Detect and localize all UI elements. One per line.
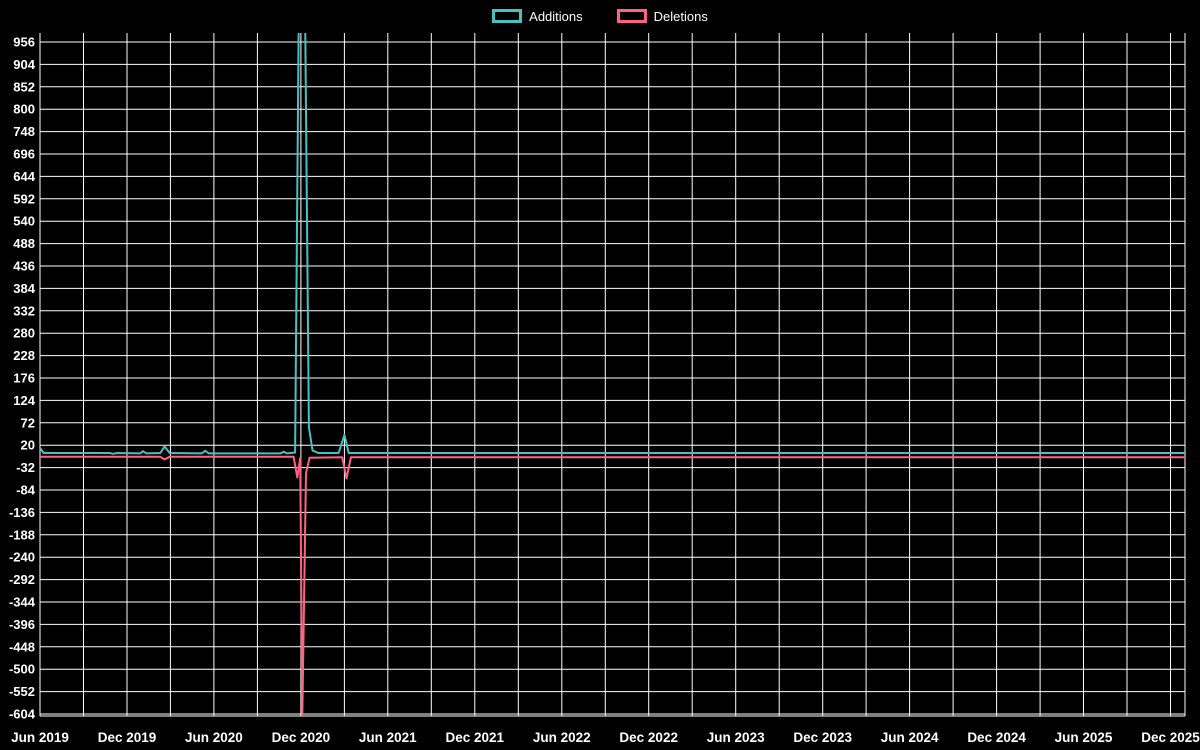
x-axis-tick-label: Jun 2019 <box>11 730 69 745</box>
y-axis-tick-label: -500 <box>9 662 35 677</box>
additions-legend-label: Additions <box>529 8 583 24</box>
x-axis-tick-label: Dec 2019 <box>98 730 157 745</box>
y-axis-tick-label: -84 <box>16 483 36 498</box>
y-axis-tick-label: 280 <box>13 326 35 341</box>
y-axis-tick-label: 800 <box>13 102 35 117</box>
y-axis-tick-label: 852 <box>13 79 35 94</box>
y-axis-tick-label: 72 <box>21 415 35 430</box>
deletions-legend-swatch <box>616 9 647 23</box>
y-axis-tick-label: 748 <box>13 124 35 139</box>
additions-legend-swatch <box>492 9 523 23</box>
y-axis-tick-label: 644 <box>13 169 35 184</box>
x-axis-tick-label: Dec 2024 <box>967 730 1026 745</box>
x-axis-tick-label: Dec 2020 <box>272 730 331 745</box>
y-axis-tick-label: 488 <box>13 236 35 251</box>
y-axis-tick-label: -292 <box>9 572 35 587</box>
x-axis-tick-label: Dec 2025 <box>1141 730 1200 745</box>
x-axis-tick-label: Jun 2025 <box>1055 730 1113 745</box>
y-axis-tick-label: -32 <box>16 460 35 475</box>
y-axis-tick-label: -136 <box>9 505 35 520</box>
x-axis-tick-label: Jun 2023 <box>707 730 765 745</box>
y-axis-tick-label: 956 <box>13 35 35 50</box>
y-axis-tick-label: -552 <box>9 684 35 699</box>
deletions-legend-label: Deletions <box>653 8 708 24</box>
x-axis-tick-label: Jun 2021 <box>359 730 417 745</box>
y-axis-tick-label: 384 <box>13 281 35 296</box>
chart-legend: Additions Deletions <box>0 9 1200 23</box>
y-axis-tick-label: -604 <box>9 707 36 722</box>
y-axis-tick-label: 176 <box>13 371 35 386</box>
y-axis-tick-label: 124 <box>13 393 35 408</box>
x-axis-tick-label: Jun 2020 <box>185 730 243 745</box>
deletions-line <box>39 455 1186 716</box>
y-axis-tick-label: 904 <box>13 57 35 72</box>
y-axis-tick-label: -344 <box>9 595 36 610</box>
y-axis-tick-label: 696 <box>13 147 35 162</box>
y-axis-tick-label: -448 <box>9 639 35 654</box>
y-axis-tick-label: 436 <box>13 259 35 274</box>
y-axis-tick-label: -396 <box>9 617 35 632</box>
y-axis-tick-label: 20 <box>21 438 35 453</box>
y-axis-tick-label: -188 <box>9 527 35 542</box>
legend-item-additions[interactable]: Additions <box>492 8 583 24</box>
y-axis-tick-label: 332 <box>13 303 35 318</box>
y-axis-tick-label: 228 <box>13 348 35 363</box>
y-axis-tick-label: 592 <box>13 191 35 206</box>
x-axis-tick-label: Dec 2022 <box>619 730 678 745</box>
x-axis-tick-label: Jun 2022 <box>533 730 591 745</box>
additions-line <box>39 33 1186 455</box>
x-axis-tick-label: Dec 2021 <box>446 730 505 745</box>
x-axis-tick-label: Jun 2024 <box>881 730 939 745</box>
legend-item-deletions[interactable]: Deletions <box>616 8 708 24</box>
y-axis-tick-label: 540 <box>13 214 35 229</box>
y-axis-tick-label: -240 <box>9 550 35 565</box>
x-axis-tick-label: Dec 2023 <box>793 730 852 745</box>
